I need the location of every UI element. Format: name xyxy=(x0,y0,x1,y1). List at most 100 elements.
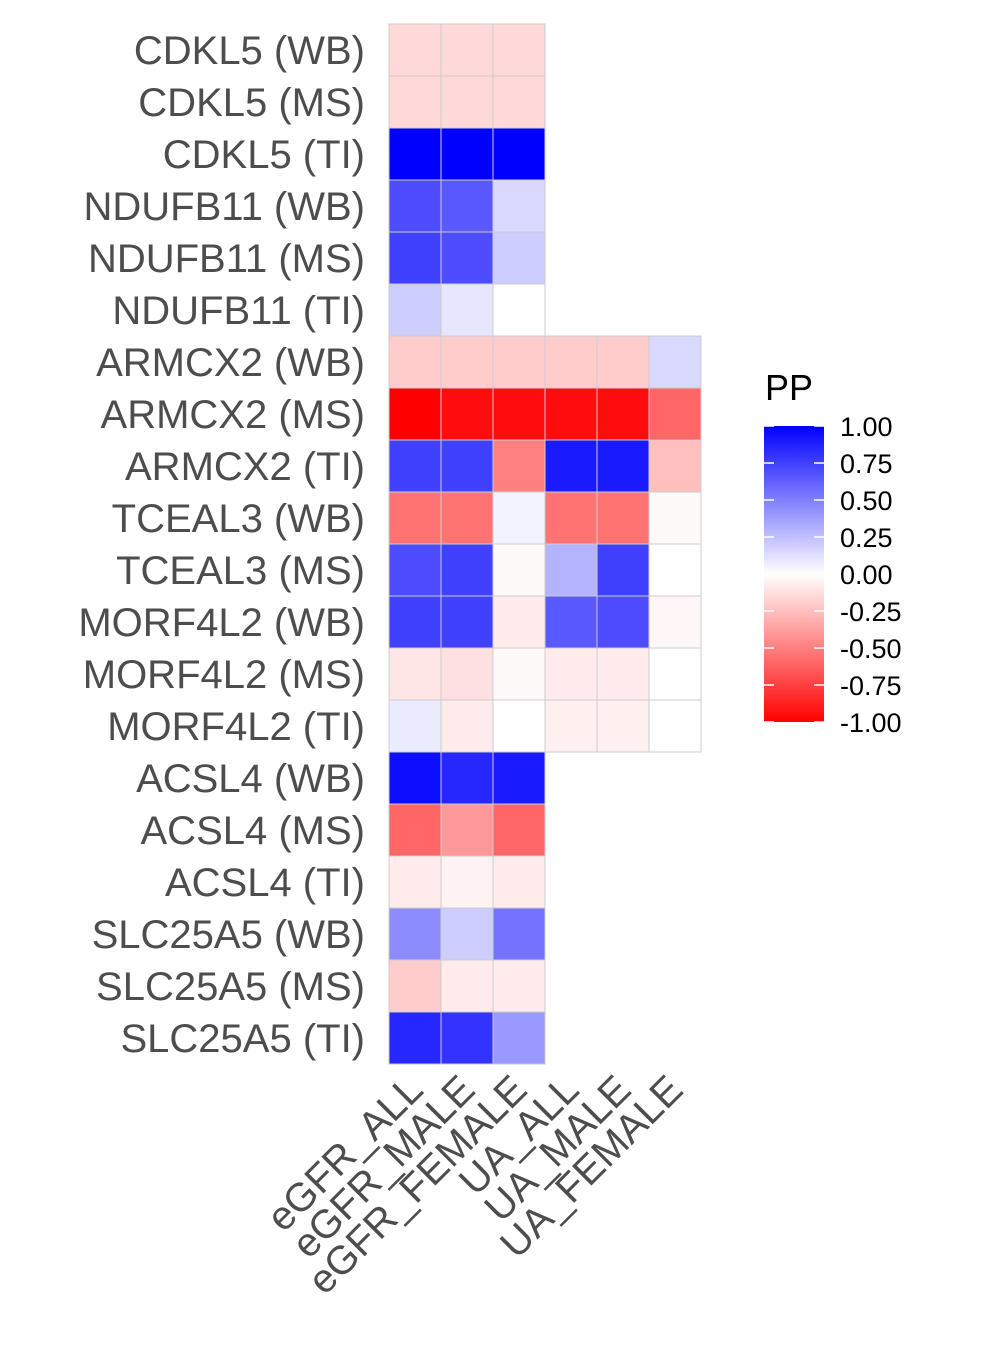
row-label: MORF4L2 (TI) xyxy=(107,705,365,749)
heatmap-cell xyxy=(648,335,702,389)
column-labels: eGFR_ALLeGFR_MALEeGFR_FEMALEUA_ALLUA_MAL… xyxy=(259,1067,692,1302)
heatmap-cell xyxy=(440,179,494,233)
legend-tick-label: 0.75 xyxy=(840,449,893,479)
heatmap-cell xyxy=(388,231,442,285)
heatmap-cell xyxy=(596,543,650,597)
heatmap-cell xyxy=(648,387,702,441)
heatmap-cell xyxy=(440,647,494,701)
heatmap-cell xyxy=(544,491,598,545)
heatmap-cell xyxy=(440,855,494,909)
heatmap-cell xyxy=(388,439,442,493)
heatmap-cell xyxy=(440,543,494,597)
heatmap-cell xyxy=(440,803,494,857)
legend-tick-label: 0.25 xyxy=(840,523,893,553)
heatmap-cell xyxy=(492,699,546,753)
heatmap-cells xyxy=(388,23,702,1065)
heatmap-cell xyxy=(388,179,442,233)
row-labels: CDKL5 (WB) CDKL5 (MS) CDKL5 (TI) NDUFB11 (W… xyxy=(78,29,365,1061)
heatmap-cell xyxy=(440,439,494,493)
heatmap-cell xyxy=(440,231,494,285)
heatmap-cell xyxy=(440,595,494,649)
row-label: CDKL5 (MS) xyxy=(138,81,365,125)
legend-tick-label: 1.00 xyxy=(840,412,893,442)
row-label: ARMCX2 (TI) xyxy=(125,445,365,489)
heatmap-cell xyxy=(492,439,546,493)
heatmap-cell xyxy=(388,127,442,181)
heatmap-cell xyxy=(388,647,442,701)
heatmap-cell xyxy=(544,543,598,597)
legend-tick-label: -0.25 xyxy=(840,597,902,627)
heatmap-cell xyxy=(492,751,546,805)
heatmap-cell xyxy=(544,647,598,701)
heatmap-cell xyxy=(492,75,546,129)
row-label: TCEAL3 (WB) xyxy=(112,497,365,541)
heatmap-cell xyxy=(388,75,442,129)
heatmap-cell xyxy=(440,127,494,181)
heatmap-cell xyxy=(440,491,494,545)
legend-ticks: 1.00 0.75 0.50 0.25 0.00 -0.25 -0.50 -0.75 -1.00 xyxy=(764,412,902,738)
legend-tick-label: -0.50 xyxy=(840,634,902,664)
heatmap-cell xyxy=(492,595,546,649)
row-label: NDUFB11 (MS) xyxy=(88,237,365,281)
legend-tick-label: 0.00 xyxy=(840,560,893,590)
heatmap-cell xyxy=(596,699,650,753)
row-label: ARMCX2 (MS) xyxy=(101,393,365,437)
heatmap-cell xyxy=(596,387,650,441)
heatmap-cell xyxy=(440,23,494,77)
heatmap-cell xyxy=(648,543,702,597)
heatmap-cell xyxy=(388,907,442,961)
row-label: CDKL5 (WB) xyxy=(134,29,365,73)
row-label: SLC25A5 (WB) xyxy=(92,913,365,957)
heatmap-cell xyxy=(492,491,546,545)
heatmap-cell xyxy=(388,959,442,1013)
heatmap-cell xyxy=(596,647,650,701)
heatmap-cell xyxy=(388,491,442,545)
row-label: CDKL5 (TI) xyxy=(163,133,365,177)
heatmap-cell xyxy=(492,647,546,701)
heatmap-cell xyxy=(648,439,702,493)
row-label: ACSL4 (TI) xyxy=(165,861,365,905)
heatmap-cell xyxy=(388,335,442,389)
heatmap-cell xyxy=(544,595,598,649)
heatmap-cell xyxy=(596,491,650,545)
heatmap-cell xyxy=(544,699,598,753)
heatmap-cell xyxy=(544,335,598,389)
heatmap-cell xyxy=(440,907,494,961)
heatmap-cell xyxy=(388,283,442,337)
legend-tick-label: 0.50 xyxy=(840,486,893,516)
heatmap-cell xyxy=(388,543,442,597)
heatmap-cell xyxy=(388,595,442,649)
heatmap-cell xyxy=(492,959,546,1013)
heatmap-cell xyxy=(492,179,546,233)
row-label: MORF4L2 (WB) xyxy=(78,601,365,645)
heatmap-cell xyxy=(388,855,442,909)
heatmap-cell xyxy=(648,491,702,545)
heatmap-cell xyxy=(492,127,546,181)
row-label: NDUFB11 (WB) xyxy=(84,185,365,229)
color-legend: PP 1.00 0.75 0.50 0.25 0.00 -0.25 -0.50 -0.75 -1… xyxy=(764,367,902,738)
heatmap-cell xyxy=(596,335,650,389)
row-label: NDUFB11 (TI) xyxy=(112,289,365,333)
row-label: TCEAL3 (MS) xyxy=(116,549,365,593)
heatmap-cell xyxy=(440,1011,494,1065)
legend-title: PP xyxy=(765,367,813,408)
legend-tick-label: -0.75 xyxy=(840,671,902,701)
row-label: SLC25A5 (MS) xyxy=(96,965,365,1009)
heatmap-cell xyxy=(388,387,442,441)
heatmap-cell xyxy=(440,335,494,389)
heatmap-cell xyxy=(596,439,650,493)
heatmap-cell xyxy=(492,335,546,389)
heatmap-cell xyxy=(388,803,442,857)
heatmap-cell xyxy=(492,23,546,77)
row-label: SLC25A5 (TI) xyxy=(120,1017,365,1061)
row-label: MORF4L2 (MS) xyxy=(83,653,365,697)
heatmap-cell xyxy=(440,283,494,337)
heatmap-cell xyxy=(492,855,546,909)
heatmap-cell xyxy=(648,595,702,649)
heatmap-cell xyxy=(388,751,442,805)
heatmap-cell xyxy=(440,699,494,753)
heatmap-cell xyxy=(648,647,702,701)
heatmap-cell xyxy=(544,387,598,441)
heatmap-cell xyxy=(492,387,546,441)
